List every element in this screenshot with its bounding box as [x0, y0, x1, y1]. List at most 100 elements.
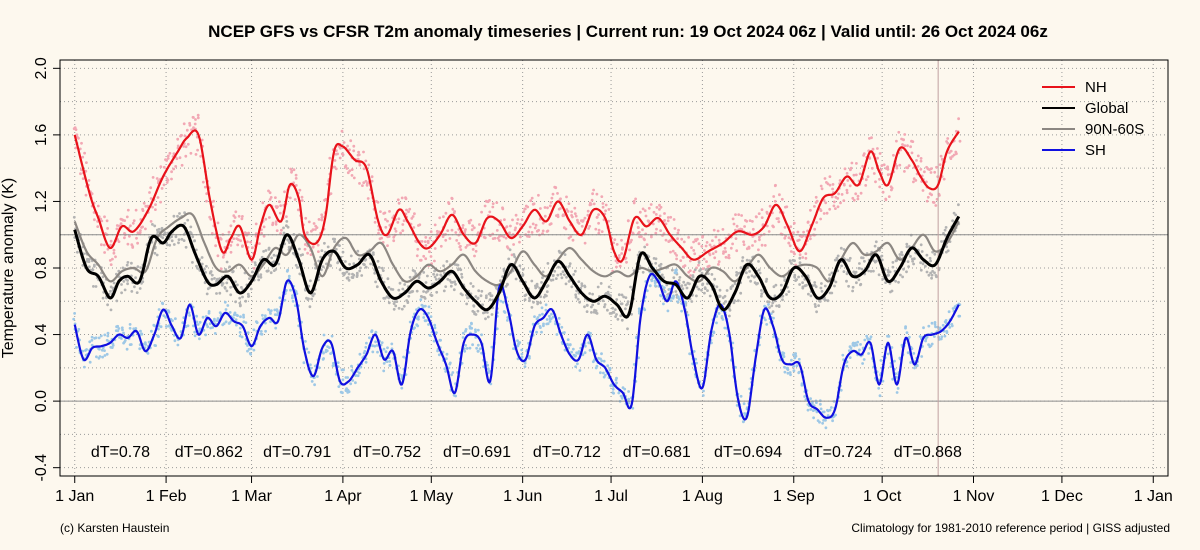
scatter-point-sh: [122, 331, 125, 335]
scatter-point-nh: [664, 238, 668, 242]
scatter-point-nh: [480, 210, 483, 214]
scatter-point-nh: [384, 225, 388, 229]
scatter-point-nh: [162, 183, 166, 187]
scatter-point-sh: [370, 330, 373, 334]
scatter-point-nh: [320, 218, 324, 222]
scatter-point-global: [790, 262, 793, 265]
scatter-point-global: [194, 248, 198, 252]
x-tick-label: 1 Dec: [1041, 488, 1083, 505]
scatter-point-global: [456, 268, 460, 272]
scatter-point-nh: [280, 228, 283, 232]
scatter-point-nh: [469, 218, 473, 222]
scatter-point-global: [387, 286, 391, 289]
scatter-point-nh: [203, 185, 207, 189]
scatter-point-nh: [676, 231, 680, 235]
scatter-point-global: [157, 227, 161, 231]
scatter-point-global: [229, 285, 233, 289]
scatter-point-nh: [760, 243, 764, 247]
scatter-point-global: [530, 279, 534, 283]
scatter-point-global: [286, 225, 290, 229]
scatter-point-global: [869, 269, 873, 273]
scatter-point-global: [210, 273, 214, 277]
scatter-point-global: [588, 292, 592, 295]
scatter-point-sh: [94, 336, 98, 340]
scatter-point-sh: [795, 364, 799, 368]
scatter-point-global: [376, 259, 380, 263]
scatter-point-global: [247, 294, 251, 298]
scatter-point-nh: [416, 247, 420, 251]
scatter-point-nh: [833, 200, 836, 204]
scatter-point-global: [615, 298, 619, 301]
scatter-point-nh: [713, 256, 717, 260]
scatter-point-sh: [831, 419, 834, 423]
scatter-point-sh: [637, 307, 641, 311]
scatter-point-nh: [828, 207, 832, 211]
scatter-point-sh: [382, 369, 386, 373]
scatter-point-nh: [237, 238, 240, 242]
scatter-point-nh: [839, 201, 842, 205]
y-tick-label: 1.2: [33, 190, 50, 212]
scatter-point-nh: [382, 212, 386, 215]
scatter-point-sh: [702, 389, 705, 393]
scatter-point-sh: [463, 349, 467, 353]
scatter-point-global: [189, 225, 193, 229]
scatter-point-nh: [358, 163, 362, 167]
scatter-point-sh: [548, 320, 552, 323]
scatter-point-global: [248, 277, 251, 280]
scatter-point-global: [624, 296, 628, 299]
scatter-point-sh: [841, 353, 845, 357]
scatter-point-nh: [221, 255, 225, 259]
scatter-point-nh: [618, 254, 621, 257]
scatter-point-nh: [673, 252, 677, 255]
scatter-point-nh: [271, 223, 274, 227]
scatter-point-global: [193, 239, 196, 243]
scatter-point-nh: [267, 189, 270, 193]
scatter-point-nh: [103, 215, 106, 219]
scatter-point-sh: [764, 318, 767, 322]
scatter-point-nh: [446, 229, 450, 233]
scatter-point-nh: [394, 229, 398, 233]
scatter-point-nh: [870, 136, 873, 140]
scatter-point-global: [408, 275, 412, 279]
scatter-point-sh: [106, 331, 110, 335]
scatter-point-nh: [278, 200, 281, 204]
scatter-point-global: [595, 312, 599, 315]
scatter-point-nh: [370, 175, 374, 179]
scatter-point-nh: [901, 143, 904, 146]
scatter-point-global: [580, 282, 584, 286]
scatter-point-nh: [214, 244, 218, 248]
scatter-point-global: [568, 264, 571, 268]
scatter-point-global: [798, 261, 802, 265]
scatter-point-nh: [846, 179, 850, 182]
scatter-point-nh: [290, 169, 294, 173]
scatter-point-global: [685, 286, 689, 290]
scatter-point-nh: [942, 177, 946, 181]
scatter-point-global: [613, 308, 617, 311]
scatter-point-nh: [577, 222, 581, 225]
scatter-point-sh: [578, 369, 582, 372]
scatter-point-nh: [688, 259, 692, 263]
scatter-point-nh: [377, 228, 381, 232]
scatter-point-global: [718, 295, 721, 298]
scatter-point-sh: [927, 324, 931, 328]
scatter-point-sh: [264, 329, 267, 333]
scatter-point-nh: [186, 142, 190, 146]
scatter-point-global: [590, 311, 593, 314]
scatter-point-nh: [734, 228, 737, 232]
scatter-point-nh: [694, 238, 697, 242]
scatter-point-sh: [317, 366, 321, 370]
scatter-point-nh: [260, 231, 263, 235]
scatter-point-nh: [125, 215, 129, 219]
scatter-point-nh: [628, 248, 631, 252]
scatter-point-global: [277, 262, 281, 266]
scatter-point-global: [375, 285, 379, 289]
scatter-point-global: [356, 249, 360, 253]
scatter-point-sh: [940, 335, 944, 339]
scatter-point-sh: [627, 397, 631, 401]
scatter-point-sh: [941, 323, 945, 327]
scatter-point-sh: [584, 344, 587, 348]
scatter-point-nh: [184, 145, 188, 149]
scatter-point-global: [601, 299, 605, 303]
scatter-point-sh: [223, 300, 227, 304]
